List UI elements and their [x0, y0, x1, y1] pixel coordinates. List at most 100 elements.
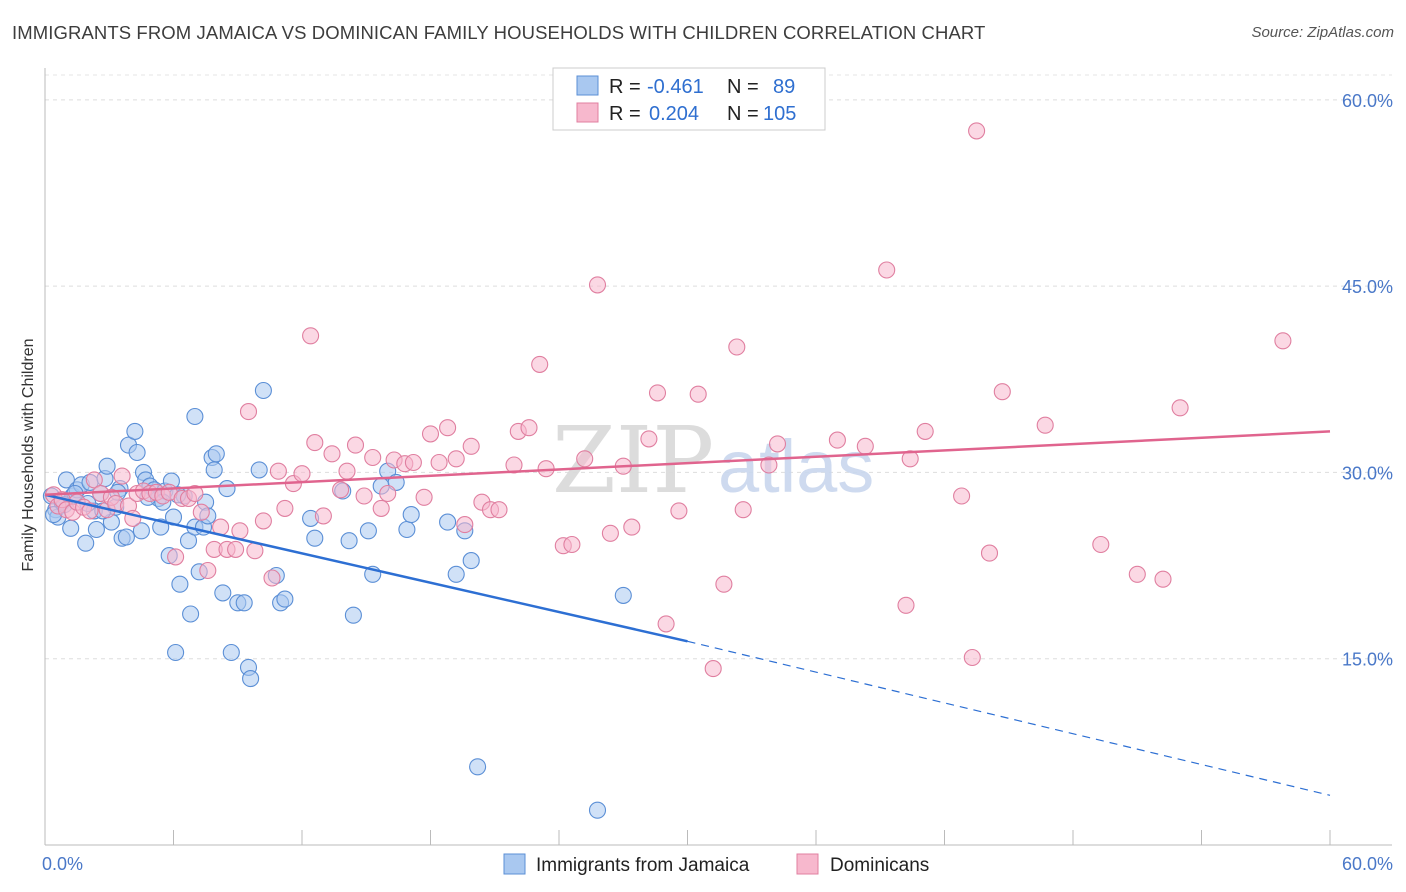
data-point — [1274, 332, 1292, 350]
chart-title: IMMIGRANTS FROM JAMAICA VS DOMINICAN FAM… — [12, 22, 986, 43]
bottom-legend-label-dominicans: Dominicans — [830, 855, 929, 876]
data-point — [231, 522, 249, 540]
data-point — [469, 758, 487, 776]
data-point — [254, 381, 272, 400]
data-point — [704, 660, 722, 678]
x-tick-label: 0.0% — [42, 854, 83, 874]
bottom-legend-label-jamaica: Immigrants from Jamaica — [536, 855, 750, 876]
data-point — [254, 512, 272, 530]
data-point — [1171, 399, 1189, 417]
y-tick-labels: 15.0% 30.0% 45.0% 60.0% — [1342, 91, 1393, 670]
data-point — [338, 462, 356, 480]
data-point — [372, 499, 390, 517]
data-point — [657, 615, 675, 633]
data-point — [447, 450, 465, 468]
data-point — [640, 430, 658, 448]
data-point — [588, 276, 607, 294]
data-point — [117, 528, 135, 546]
data-point — [214, 584, 232, 602]
data-point — [182, 605, 200, 623]
data-point — [856, 437, 874, 455]
data-point — [235, 594, 253, 612]
correlation-legend: R = -0.461 N = 89 R = 0.204 N = 105 — [552, 67, 826, 131]
y-axis-title: Family Households with Children — [20, 339, 37, 572]
data-point — [430, 453, 448, 472]
data-point — [993, 383, 1011, 401]
data-point — [734, 501, 752, 519]
data-point — [332, 481, 350, 499]
data-point — [601, 524, 619, 542]
data-point — [263, 569, 281, 587]
data-point — [128, 443, 146, 462]
legend-r-value-2: 0.204 — [649, 103, 699, 125]
data-point — [897, 596, 915, 614]
data-point — [199, 561, 217, 580]
trend-line-dominicans — [44, 430, 1331, 497]
data-point — [1154, 570, 1172, 588]
data-point — [689, 385, 707, 403]
data-point — [398, 520, 416, 539]
legend-r-label-2: R = — [609, 103, 641, 125]
data-point — [520, 419, 538, 437]
legend-swatch-dominicans — [576, 102, 599, 123]
legend-n-value-2: 105 — [763, 103, 796, 125]
data-point — [323, 445, 341, 463]
data-point — [346, 436, 365, 454]
data-point — [242, 670, 260, 688]
data-point — [276, 590, 294, 608]
data-point — [186, 484, 204, 503]
bottom-legend-swatch-jamaica — [503, 853, 526, 875]
data-point — [456, 516, 474, 534]
data-point — [953, 487, 971, 505]
data-point — [359, 522, 377, 540]
y-tick-label: 30.0% — [1342, 463, 1393, 483]
data-point — [167, 548, 185, 566]
data-point — [222, 643, 240, 662]
data-point — [379, 484, 397, 503]
data-point — [355, 487, 373, 505]
data-point — [171, 575, 189, 593]
data-point — [878, 261, 896, 279]
legend-n-label-1: N = — [727, 76, 759, 98]
data-point — [439, 513, 457, 531]
data-point — [828, 431, 846, 449]
data-point — [421, 425, 440, 443]
data-point — [62, 519, 80, 537]
data-point — [314, 507, 332, 525]
data-point — [239, 403, 258, 421]
data-point — [87, 520, 105, 539]
data-point — [670, 502, 688, 520]
data-point — [968, 122, 986, 140]
watermark: ZIP atlas — [552, 407, 874, 514]
data-point — [963, 648, 981, 667]
data-point — [901, 450, 919, 468]
data-point — [167, 643, 185, 662]
series-legend: Immigrants from Jamaica Dominicans — [503, 853, 929, 876]
data-point — [402, 506, 420, 524]
data-point — [623, 518, 641, 536]
data-point — [205, 461, 223, 479]
data-point — [760, 456, 778, 474]
data-point — [916, 422, 934, 440]
data-point — [505, 456, 523, 474]
legend-r-label-1: R = — [609, 76, 641, 98]
data-point — [207, 445, 225, 463]
data-point — [306, 529, 324, 547]
data-point — [462, 552, 480, 570]
data-point — [227, 540, 245, 558]
bottom-legend-swatch-dominicans — [796, 853, 819, 875]
data-point — [276, 499, 294, 517]
x-tick-labels: 0.0% 60.0% — [42, 854, 1393, 874]
watermark-atlas: atlas — [718, 425, 874, 508]
data-point — [447, 565, 465, 583]
data-point — [126, 422, 144, 440]
data-point — [563, 535, 581, 554]
data-point — [364, 448, 382, 467]
axes — [44, 68, 1392, 846]
legend-r-value-1: -0.461 — [647, 76, 704, 98]
data-point — [132, 522, 150, 540]
data-point — [415, 488, 433, 506]
data-point — [768, 435, 787, 453]
data-point — [715, 575, 733, 593]
